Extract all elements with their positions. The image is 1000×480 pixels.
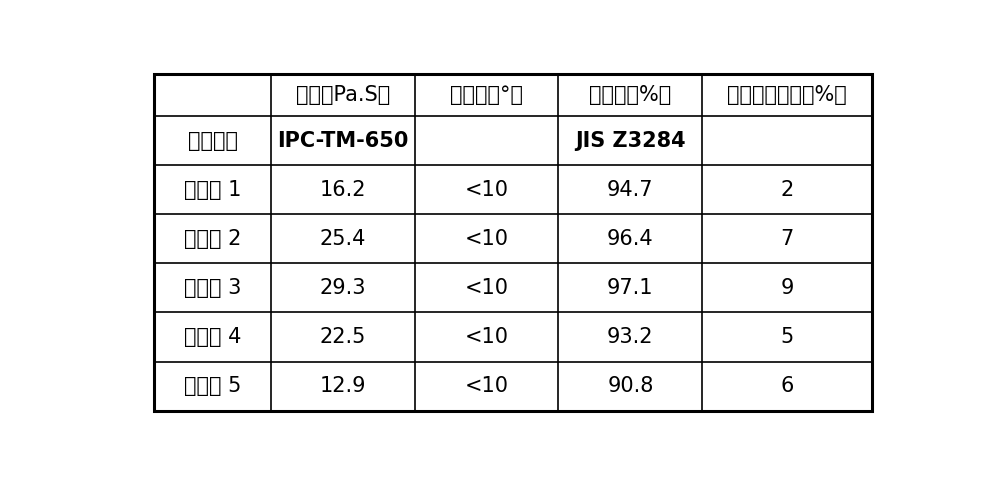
Text: 96.4: 96.4 (607, 229, 654, 249)
Text: 25.4: 25.4 (319, 229, 366, 249)
Text: IPC-TM-650: IPC-TM-650 (277, 131, 408, 151)
Text: 12.9: 12.9 (319, 376, 366, 396)
Text: 实施例 2: 实施例 2 (184, 229, 241, 249)
Text: 5: 5 (781, 327, 794, 347)
Text: 测试标准: 测试标准 (188, 131, 238, 151)
Text: 90.8: 90.8 (607, 376, 654, 396)
Text: 润湿角（°）: 润湿角（°） (450, 85, 523, 105)
Text: <10: <10 (464, 180, 508, 200)
Text: 97.1: 97.1 (607, 278, 654, 298)
Text: 93.2: 93.2 (607, 327, 654, 347)
Text: <10: <10 (464, 229, 508, 249)
Text: 实施例 4: 实施例 4 (184, 327, 241, 347)
Text: 94.7: 94.7 (607, 180, 654, 200)
Text: 实施例 5: 实施例 5 (184, 376, 241, 396)
Text: 16.2: 16.2 (319, 180, 366, 200)
Text: 扩展率（%）: 扩展率（%） (589, 85, 671, 105)
Text: 成膏体残留率（%）: 成膏体残留率（%） (727, 85, 847, 105)
Text: 2: 2 (781, 180, 794, 200)
Text: <10: <10 (464, 376, 508, 396)
Text: 实施例 1: 实施例 1 (184, 180, 241, 200)
Text: 7: 7 (781, 229, 794, 249)
Text: JIS Z3284: JIS Z3284 (575, 131, 686, 151)
Text: 实施例 3: 实施例 3 (184, 278, 241, 298)
Text: 6: 6 (780, 376, 794, 396)
Text: 9: 9 (780, 278, 794, 298)
Text: 粘度（Pa.S）: 粘度（Pa.S） (296, 85, 390, 105)
Text: <10: <10 (464, 327, 508, 347)
Text: 29.3: 29.3 (319, 278, 366, 298)
Text: <10: <10 (464, 278, 508, 298)
Text: 22.5: 22.5 (319, 327, 366, 347)
